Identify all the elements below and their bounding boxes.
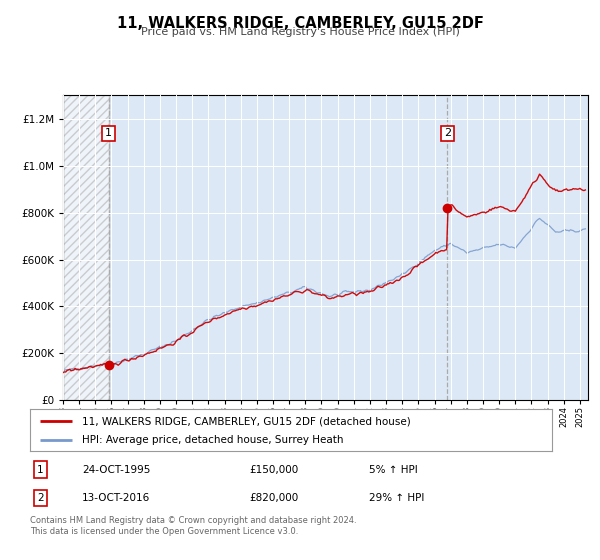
Text: 11, WALKERS RIDGE, CAMBERLEY, GU15 2DF: 11, WALKERS RIDGE, CAMBERLEY, GU15 2DF [116, 16, 484, 31]
Text: 13-OCT-2016: 13-OCT-2016 [82, 493, 151, 503]
Text: 11, WALKERS RIDGE, CAMBERLEY, GU15 2DF (detached house): 11, WALKERS RIDGE, CAMBERLEY, GU15 2DF (… [82, 417, 411, 426]
Text: £820,000: £820,000 [249, 493, 298, 503]
Text: Price paid vs. HM Land Registry's House Price Index (HPI): Price paid vs. HM Land Registry's House … [140, 27, 460, 37]
Bar [63, 95, 109, 400]
Text: Contains HM Land Registry data © Crown copyright and database right 2024.
This d: Contains HM Land Registry data © Crown c… [30, 516, 356, 536]
Text: 2: 2 [444, 128, 451, 138]
Text: 2: 2 [37, 493, 44, 503]
Text: 29% ↑ HPI: 29% ↑ HPI [370, 493, 425, 503]
Text: 24-OCT-1995: 24-OCT-1995 [82, 465, 151, 474]
Text: £150,000: £150,000 [249, 465, 298, 474]
Text: 1: 1 [37, 465, 44, 474]
Text: 1: 1 [105, 128, 112, 138]
Text: 5% ↑ HPI: 5% ↑ HPI [370, 465, 418, 474]
Text: HPI: Average price, detached house, Surrey Heath: HPI: Average price, detached house, Surr… [82, 435, 344, 445]
